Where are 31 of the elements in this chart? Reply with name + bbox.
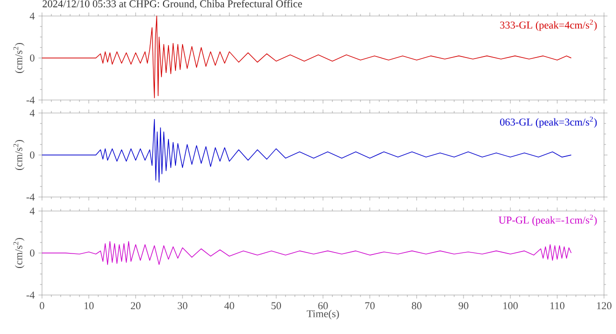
x-tick-label: 30 [178,302,188,310]
x-tick-label: 80 [412,302,422,310]
line-series [42,241,572,265]
x-tick-label: 120 [597,302,612,310]
y-tick-label: 4 [30,110,35,116]
x-axis-title: Time(s) [306,310,339,320]
x-tick-label: 100 [503,302,518,310]
text: 333-GL (peak=4cm/s$^{2}$) [500,20,597,31]
y-axis-title: (cm/s$^{2}$) [13,140,24,170]
x-tick-label: 10 [84,302,94,310]
y-tick-label: -4 [26,96,35,104]
y-tick-label: 0 [30,249,34,257]
x-tick-label: 70 [365,302,375,310]
y-tick-label: 0 [30,54,34,62]
y-axis-title: (cm/s$^{2}$) [13,43,24,73]
x-tick-label: 90 [458,302,468,310]
y-tick-label: 4 [30,12,35,20]
text: UP-GL (peak=-1cm/s$^{2}$) [498,214,597,226]
x-tick-label: 20 [130,302,140,310]
text: 063-GL (peak=3cm/s$^{2}$) [500,116,597,128]
y-tick-label: 0 [30,151,34,159]
chart-title: 2024/12/10 05:33 at CHPG: Ground, Chiba Prefectural Office [42,0,302,9]
y-axis-title: (cm/s$^{2}$) [13,238,24,268]
y-tick-label: 4 [30,208,35,214]
x-tick-label: 60 [318,302,328,310]
x-tick-label: 50 [272,302,281,310]
x-tick-label: 110 [550,302,564,310]
x-tick-label: 40 [224,302,234,310]
x-tick-label: 0 [40,302,44,310]
y-tick-label: -4 [26,292,35,298]
y-tick-label: -4 [26,194,35,200]
